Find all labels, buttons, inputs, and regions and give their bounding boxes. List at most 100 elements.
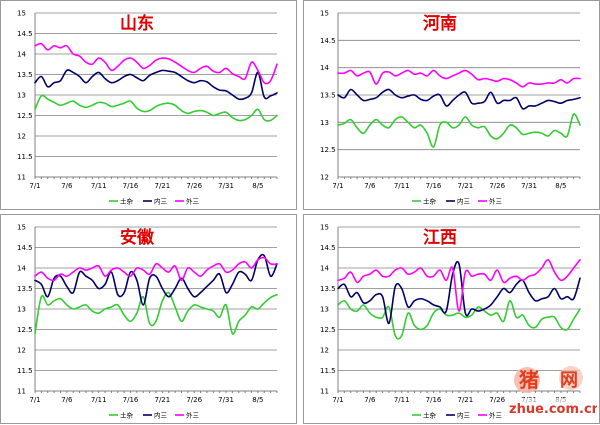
x-tick-label: 7/31 <box>218 182 234 190</box>
legend-label: 外三 <box>186 197 200 206</box>
y-tick-label: 14 <box>17 265 26 273</box>
y-tick-label: 15 <box>320 224 329 232</box>
series-line-3 <box>337 259 581 312</box>
y-tick-label: 12 <box>17 347 26 355</box>
x-tick-label: 7/21 <box>155 182 171 190</box>
y-tick-label: 14 <box>320 265 329 273</box>
x-tick-label: 7/6 <box>364 396 376 404</box>
series-line-2 <box>337 88 581 110</box>
legend-label: 土杂 <box>120 197 134 206</box>
x-tick-label: 7/26 <box>186 396 202 404</box>
legend-label: 外三 <box>489 197 503 206</box>
series-line-1 <box>34 94 278 122</box>
y-tick-label: 13 <box>320 119 329 127</box>
series-line-1 <box>34 291 278 335</box>
series-line-1 <box>337 299 581 340</box>
y-tick-label: 13 <box>320 306 329 314</box>
chart-svg-anhui: 安徽 11 11.5 12 12.5 13 13.5 14 14.5 15 7/1 7/6 7/11 7/… <box>17 224 278 420</box>
chart-title: 安徽 <box>120 227 155 248</box>
y-tick-label: 11 <box>17 388 26 396</box>
x-tick-label: 7/26 <box>489 182 505 190</box>
y-tick-label: 13.5 <box>320 92 336 100</box>
y-tick-label: 15 <box>320 10 329 18</box>
series-line-3 <box>337 69 581 88</box>
y-tick-label: 11.5 <box>17 153 33 161</box>
legend-label: 内三 <box>154 411 168 420</box>
y-tick-label: 14.5 <box>17 30 33 38</box>
x-tick-label: 7/16 <box>123 182 139 190</box>
series-line-3 <box>34 256 278 282</box>
chart-panel-anhui: 安徽 11 11.5 12 12.5 13 13.5 14 14.5 15 7/1 7/6 7/11 7/… <box>0 214 297 424</box>
watermark-circle-left <box>514 367 540 393</box>
y-tick-label: 12.5 <box>320 146 336 154</box>
watermark-text-band <box>505 398 597 418</box>
y-tick-label: 12.5 <box>320 326 336 334</box>
x-tick-label: 7/1 <box>29 396 40 404</box>
chart-panel-shandong: 山东 11 11.5 12 12.5 13 13.5 14 14.5 15 7/1 7/6 7/11 7/… <box>0 0 297 210</box>
chart-panel-henan: 河南 12 12.5 13 13.5 14 14.5 15 7/1 7/6 7/11 7/16 7/21… <box>303 0 600 210</box>
x-tick-label: 8/5 <box>252 182 263 190</box>
y-tick-label: 15 <box>17 10 26 18</box>
watermark-logo: 猪 网 zhue.com.cn <box>505 366 597 418</box>
x-tick-label: 7/31 <box>218 396 234 404</box>
y-tick-label: 12 <box>320 347 329 355</box>
y-tick-label: 14.5 <box>320 244 336 252</box>
y-tick-label: 12.5 <box>17 112 33 120</box>
legend-label: 内三 <box>457 411 471 420</box>
y-tick-label: 11.5 <box>17 367 33 375</box>
y-tick-label: 13.5 <box>17 285 33 293</box>
y-tick-label: 11.5 <box>320 367 336 375</box>
series-line-2 <box>337 260 581 325</box>
x-tick-label: 8/5 <box>252 396 263 404</box>
x-tick-label: 7/11 <box>394 182 410 190</box>
chart-title: 山东 <box>120 13 154 34</box>
x-tick-label: 7/16 <box>426 182 442 190</box>
x-tick-label: 7/21 <box>458 182 474 190</box>
y-tick-label: 14 <box>17 51 26 59</box>
y-tick-label: 14.5 <box>17 244 33 252</box>
x-tick-label: 7/6 <box>364 182 376 190</box>
y-tick-label: 14.5 <box>320 37 336 45</box>
x-tick-label: 7/11 <box>91 396 107 404</box>
x-tick-label: 7/21 <box>155 396 171 404</box>
legend-label: 土杂 <box>423 197 437 206</box>
y-tick-label: 13 <box>17 306 26 314</box>
y-tick-label: 13 <box>17 92 26 100</box>
x-tick-label: 7/6 <box>61 396 73 404</box>
x-tick-label: 7/11 <box>394 396 410 404</box>
watermark-char-wang: 网 <box>560 370 578 391</box>
legend-label: 外三 <box>489 411 503 420</box>
x-tick-label: 7/26 <box>489 396 505 404</box>
x-tick-label: 7/6 <box>61 182 73 190</box>
x-tick-label: 7/1 <box>29 182 40 190</box>
y-tick-label: 13.5 <box>17 71 33 79</box>
y-tick-label: 13.5 <box>320 285 336 293</box>
chart-svg-jiangxi: 江西 11 11.5 12 12.5 13 13.5 14 14.5 15 7/1 7/6 7/11 7/… <box>320 224 581 420</box>
x-tick-label: 7/16 <box>426 396 442 404</box>
watermark-site-text: zhue.com.cn <box>509 402 597 417</box>
x-tick-label: 7/1 <box>332 396 343 404</box>
chart-svg-shandong: 山东 11 11.5 12 12.5 13 13.5 14 14.5 15 7/1 7/6 7/11 7/… <box>17 10 278 206</box>
y-tick-label: 15 <box>17 224 26 232</box>
series-line-2 <box>34 253 278 306</box>
watermark-circle-right <box>559 366 583 390</box>
y-tick-label: 12 <box>320 174 329 182</box>
y-tick-label: 11 <box>320 388 329 396</box>
series-line-3 <box>34 42 278 85</box>
y-tick-label: 12.5 <box>17 326 33 334</box>
series-line-2 <box>34 69 278 101</box>
x-tick-label: 8/5 <box>555 182 566 190</box>
x-tick-label: 7/21 <box>458 396 474 404</box>
y-tick-label: 11 <box>17 174 26 182</box>
y-tick-label: 12 <box>17 133 26 141</box>
x-tick-label: 7/1 <box>332 182 343 190</box>
legend-label: 外三 <box>186 411 200 420</box>
chart-svg-henan: 河南 12 12.5 13 13.5 14 14.5 15 7/1 7/6 7/11 7/16 7/21… <box>320 10 581 206</box>
x-tick-label: 7/26 <box>186 182 202 190</box>
x-tick-label: 7/31 <box>521 182 537 190</box>
series-line-1 <box>337 113 581 148</box>
chart-title: 河南 <box>423 13 457 34</box>
legend-label: 内三 <box>154 197 168 206</box>
legend-label: 土杂 <box>423 411 437 420</box>
legend-label: 土杂 <box>120 411 134 420</box>
